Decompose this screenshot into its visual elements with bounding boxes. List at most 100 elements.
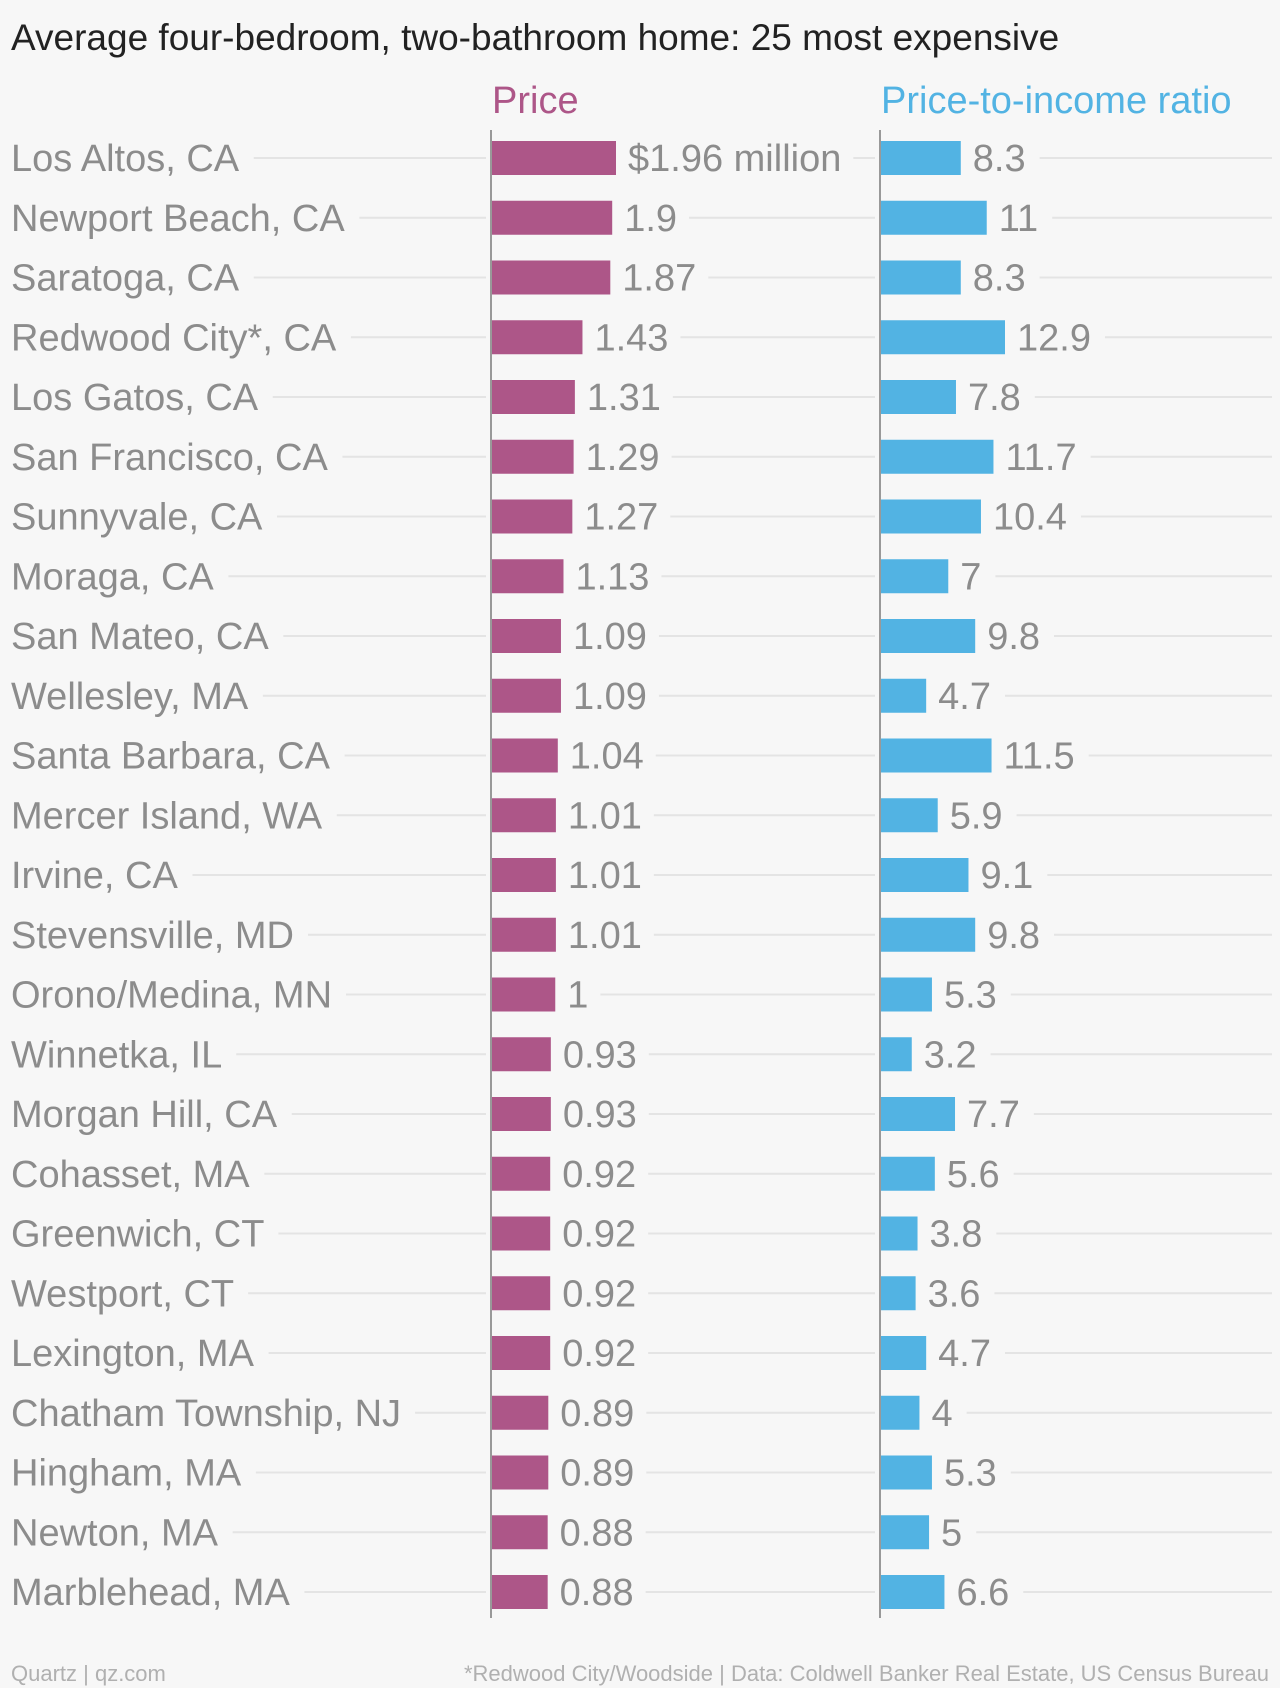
ratio-value-label: 8.3 xyxy=(973,138,1026,180)
price-bar xyxy=(492,260,611,295)
price-value-label: 0.88 xyxy=(560,1572,634,1614)
ratio-bar xyxy=(881,798,938,833)
ratio-value-label: 5.3 xyxy=(944,1453,997,1495)
ratio-bar xyxy=(881,499,981,534)
price-bar xyxy=(492,977,556,1012)
ratio-value-label: 9.1 xyxy=(980,855,1033,897)
chart-title: Average four-bedroom, two-bathroom home:… xyxy=(11,17,1059,58)
price-value-label: 0.89 xyxy=(560,1393,634,1435)
price-bar xyxy=(492,499,573,534)
ratio-value-label: 7 xyxy=(960,556,981,598)
price-value-label: 1.87 xyxy=(622,258,696,300)
ratio-bar xyxy=(881,678,927,713)
price-bar xyxy=(492,1395,549,1430)
price-bar xyxy=(492,559,564,594)
ratio-value-label: 3.2 xyxy=(924,1034,977,1076)
category-label: Chatham Township, NJ xyxy=(11,1393,401,1435)
category-label: Morgan Hill, CA xyxy=(11,1094,278,1136)
ratio-value-label: 9.8 xyxy=(987,915,1040,957)
category-label: San Mateo, CA xyxy=(11,616,269,658)
category-label: Westport, CT xyxy=(11,1273,234,1315)
ratio-bar xyxy=(881,141,961,175)
ratio-bar xyxy=(881,1097,956,1131)
ratio-value-label: 5.9 xyxy=(950,795,1003,837)
price-bar xyxy=(492,320,583,355)
category-label: Santa Barbara, CA xyxy=(11,736,331,778)
ratio-bar xyxy=(881,1276,916,1311)
price-value-label: 0.89 xyxy=(560,1453,634,1495)
ratio-bar xyxy=(881,1156,935,1191)
category-label: Los Gatos, CA xyxy=(11,377,259,419)
ratio-value-label: 11.5 xyxy=(1004,736,1075,778)
ratio-value-label: 11 xyxy=(999,198,1038,240)
ratio-value-label: 9.8 xyxy=(987,616,1040,658)
ratio-bar xyxy=(881,320,1005,355)
ratio-value-label: 11.7 xyxy=(1005,437,1076,479)
ratio-value-label: 7.7 xyxy=(967,1094,1020,1136)
ratio-value-label: 6.6 xyxy=(956,1572,1009,1614)
footer-notes: *Redwood City/Woodside | Data: Coldwell … xyxy=(464,1661,1269,1686)
price-bar xyxy=(492,141,616,175)
ratio-value-label: 12.9 xyxy=(1017,317,1091,359)
ratio-bar xyxy=(881,200,987,235)
ratio-bar xyxy=(881,1575,945,1609)
price-value-label: 1.01 xyxy=(568,795,642,837)
ratio-bar xyxy=(881,1216,918,1251)
price-bar xyxy=(492,1156,551,1191)
category-label: Orono/Medina, MN xyxy=(11,975,332,1017)
category-label: Newport Beach, CA xyxy=(11,198,345,240)
price-value-label: 1.27 xyxy=(584,497,658,539)
category-label: Greenwich, CT xyxy=(11,1214,264,1256)
ratio-value-label: 4.7 xyxy=(938,1333,991,1375)
category-label: San Francisco, CA xyxy=(11,437,328,479)
ratio-value-label: 5.3 xyxy=(944,975,997,1017)
category-label: Stevensville, MD xyxy=(11,915,294,957)
footer-source: Quartz | qz.com xyxy=(11,1661,166,1686)
ratio-bar xyxy=(881,380,956,414)
price-bar xyxy=(492,738,558,773)
price-bar xyxy=(492,439,574,474)
price-bar xyxy=(492,1575,548,1609)
price-bar xyxy=(492,678,561,713)
ratio-value-label: 8.3 xyxy=(973,258,1026,300)
ratio-value-label: 5 xyxy=(941,1512,962,1554)
price-value-label: 0.93 xyxy=(563,1094,637,1136)
price-bar xyxy=(492,380,575,414)
price-bar xyxy=(492,1216,551,1251)
price-value-label: 1.01 xyxy=(568,915,642,957)
price-column-header: Price xyxy=(492,80,579,122)
category-label: Saratoga, CA xyxy=(11,258,240,300)
ratio-bar xyxy=(881,1515,930,1550)
price-value-label: 1.29 xyxy=(586,437,660,479)
price-value-label: 0.92 xyxy=(562,1333,636,1375)
price-value-label: 0.88 xyxy=(560,1512,634,1554)
price-bar xyxy=(492,200,613,235)
price-bar xyxy=(492,1276,551,1311)
price-bar xyxy=(492,858,556,892)
ratio-value-label: 4 xyxy=(931,1393,952,1435)
price-bar xyxy=(492,917,556,952)
category-label: Redwood City*, CA xyxy=(11,317,337,359)
category-label: Los Altos, CA xyxy=(11,138,240,180)
ratio-bar xyxy=(881,1037,912,1072)
ratio-bar xyxy=(881,917,976,952)
ratio-value-label: 5.6 xyxy=(947,1154,1000,1196)
price-bar xyxy=(492,798,556,833)
ratio-value-label: 3.6 xyxy=(928,1273,981,1315)
price-value-label: 0.92 xyxy=(562,1273,636,1315)
category-label: Wellesley, MA xyxy=(11,676,249,718)
category-label: Moraga, CA xyxy=(11,556,214,598)
category-label: Newton, MA xyxy=(11,1512,219,1554)
price-bar xyxy=(492,1037,551,1072)
ratio-bar xyxy=(881,559,949,594)
price-value-label: 1.9 xyxy=(624,198,677,240)
ratio-bar xyxy=(881,858,969,892)
category-label: Lexington, MA xyxy=(11,1333,255,1375)
ratio-bar xyxy=(881,439,994,474)
ratio-bar xyxy=(881,260,961,295)
price-bar xyxy=(492,619,561,653)
category-label: Hingham, MA xyxy=(11,1453,242,1495)
category-label: Cohasset, MA xyxy=(11,1154,250,1196)
ratio-value-label: 7.8 xyxy=(968,377,1021,419)
